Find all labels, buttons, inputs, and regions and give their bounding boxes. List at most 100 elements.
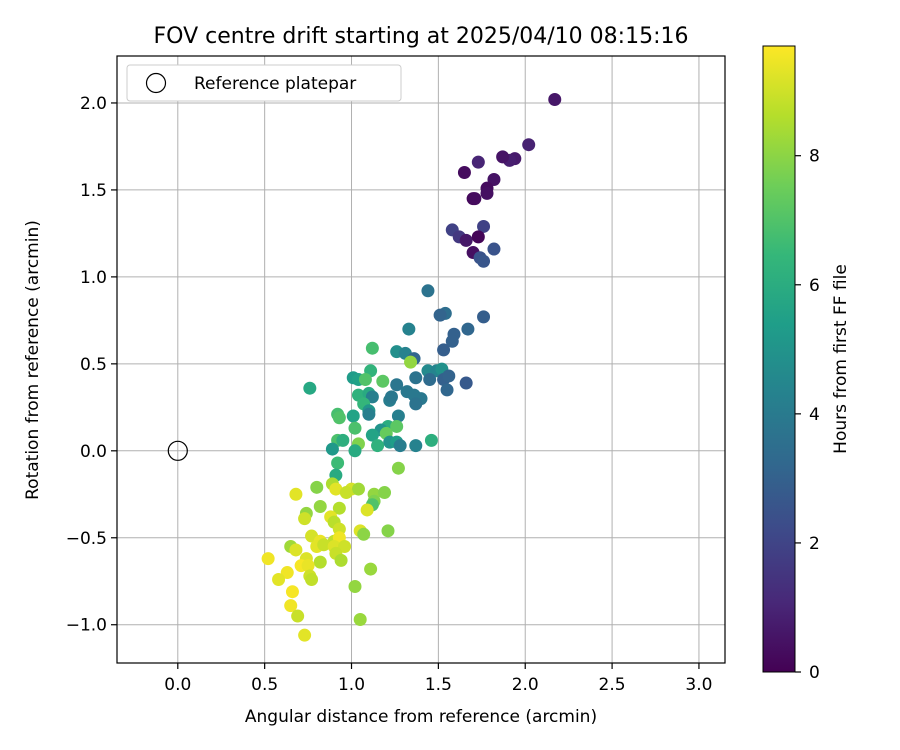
data-point <box>409 371 423 385</box>
data-point <box>289 487 303 501</box>
data-point <box>404 355 418 369</box>
data-point <box>272 573 286 587</box>
legend: Reference platepar <box>126 64 402 102</box>
data-point <box>421 284 435 298</box>
data-point <box>289 543 303 557</box>
data-point <box>358 373 372 387</box>
chart-title: FOV centre drift starting at 2025/04/10 … <box>154 24 689 49</box>
x-tick-label: 2.0 <box>512 675 539 695</box>
data-point <box>261 552 275 566</box>
colorbar-ticks: 0 2 4 6 8 <box>795 147 820 683</box>
data-point <box>362 407 376 421</box>
x-axis-label: Angular distance from reference (arcmin) <box>245 707 597 727</box>
colorbar-tick-label: 2 <box>809 534 820 554</box>
x-tick-label: 3.0 <box>685 675 712 695</box>
data-point <box>348 444 362 458</box>
data-point <box>351 482 365 496</box>
data-point <box>305 573 319 587</box>
data-point <box>409 397 423 411</box>
legend-label: Reference platepar <box>194 74 356 94</box>
plot-frame <box>116 55 726 664</box>
data-point <box>468 192 482 206</box>
data-point <box>348 579 362 593</box>
reference-marker <box>167 440 188 461</box>
data-point <box>445 334 459 348</box>
legend-marker-circle-icon <box>145 72 167 94</box>
data-point <box>390 419 404 433</box>
y-axis-ticks: −1.0 −0.5 0.0 0.5 1.0 1.5 2.0 <box>66 94 117 636</box>
y-tick-label: 1.0 <box>80 268 107 288</box>
data-point <box>402 322 416 336</box>
y-tick-label: 0.0 <box>80 442 107 462</box>
data-point <box>471 230 485 244</box>
data-point <box>332 501 346 515</box>
data-point <box>280 566 294 580</box>
data-point <box>332 411 346 425</box>
data-point <box>298 628 312 642</box>
x-tick-label: 0.5 <box>251 675 278 695</box>
colorbar-tick-label: 8 <box>809 147 820 167</box>
data-point <box>477 254 491 268</box>
y-tick-label: −0.5 <box>66 529 107 549</box>
data-point <box>334 553 348 567</box>
data-point <box>487 172 501 186</box>
y-axis-label: Rotation from reference (arcmin) <box>23 220 43 500</box>
data-point <box>378 486 392 500</box>
data-point <box>365 390 379 404</box>
data-point <box>433 308 447 322</box>
data-point <box>348 421 362 435</box>
data-point <box>336 433 350 447</box>
y-tick-label: −1.0 <box>66 616 107 636</box>
data-point <box>291 609 305 623</box>
data-point <box>357 527 371 541</box>
data-point <box>423 373 437 387</box>
legend-box <box>126 64 402 102</box>
x-tick-label: 1.0 <box>338 675 365 695</box>
data-point <box>440 383 454 397</box>
x-tick-label: 2.5 <box>599 675 626 695</box>
data-point <box>477 310 491 324</box>
data-point <box>310 480 324 494</box>
data-point <box>391 461 405 475</box>
data-point <box>346 409 360 423</box>
data-point <box>381 524 395 538</box>
data-point <box>390 378 404 392</box>
data-point <box>459 233 473 247</box>
data-point <box>384 390 398 404</box>
data-point <box>371 439 385 453</box>
data-point <box>325 442 339 456</box>
data-point <box>391 409 405 423</box>
data-point <box>477 219 491 233</box>
data-point <box>442 369 456 383</box>
data-point <box>548 92 562 106</box>
data-point <box>285 585 299 599</box>
data-points <box>261 92 562 642</box>
data-point <box>409 439 423 453</box>
x-tick-label: 1.5 <box>425 675 452 695</box>
data-point <box>457 166 471 180</box>
reference-platepar-marker <box>167 440 188 461</box>
data-point <box>480 186 494 200</box>
data-point <box>496 150 510 164</box>
data-point <box>284 599 298 613</box>
y-tick-label: 0.5 <box>80 355 107 375</box>
data-point <box>424 433 438 447</box>
data-point <box>298 512 312 526</box>
colorbar-tick-label: 6 <box>809 276 820 296</box>
data-point <box>329 482 343 496</box>
data-point <box>365 341 379 355</box>
colorbar <box>762 45 796 673</box>
x-tick-label: 0.0 <box>164 675 191 695</box>
data-point <box>313 555 327 569</box>
data-point <box>487 242 501 256</box>
x-axis-ticks: 0.0 0.5 1.0 1.5 2.0 2.5 3.0 <box>164 663 712 695</box>
data-point <box>376 374 390 388</box>
y-tick-label: 1.5 <box>80 181 107 201</box>
data-point <box>331 456 345 470</box>
colorbar-label: Hours from first FF file <box>831 264 851 454</box>
colorbar-tick-label: 4 <box>809 405 820 425</box>
data-point <box>313 499 327 513</box>
data-point <box>303 381 317 395</box>
data-point <box>437 343 451 357</box>
